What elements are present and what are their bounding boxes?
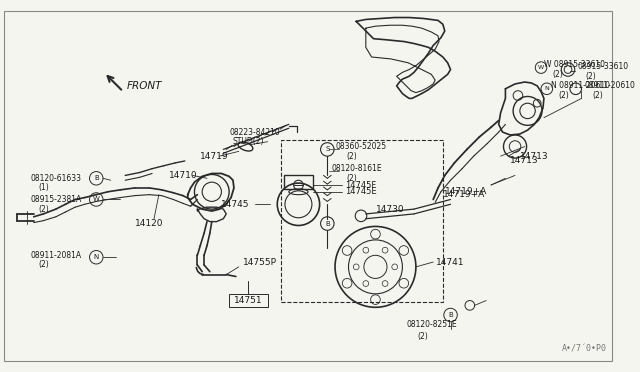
Text: (1): (1) bbox=[38, 183, 49, 192]
Text: 08911-20610: 08911-20610 bbox=[584, 81, 636, 90]
Text: 08915-33610: 08915-33610 bbox=[578, 62, 628, 71]
Text: 14730: 14730 bbox=[376, 205, 404, 214]
Text: N: N bbox=[93, 254, 99, 260]
Bar bbox=[229, 294, 268, 307]
Text: A•/7´0•P0: A•/7´0•P0 bbox=[561, 344, 607, 353]
Text: 14719: 14719 bbox=[200, 152, 229, 161]
Text: (2): (2) bbox=[592, 91, 603, 100]
Bar bbox=[284, 176, 313, 189]
Text: N 08911-20610: N 08911-20610 bbox=[550, 81, 610, 90]
Text: FRONT: FRONT bbox=[127, 81, 163, 91]
Text: W: W bbox=[93, 196, 100, 202]
Text: 08223-84210: 08223-84210 bbox=[229, 128, 280, 137]
Text: W 08915-33610: W 08915-33610 bbox=[544, 60, 605, 69]
Text: 08915-2381A: 08915-2381A bbox=[31, 195, 82, 204]
Text: B: B bbox=[325, 221, 330, 227]
Text: 14719+A: 14719+A bbox=[443, 190, 485, 199]
Text: (2): (2) bbox=[418, 332, 429, 341]
Text: 14710: 14710 bbox=[168, 171, 197, 180]
Text: B: B bbox=[94, 175, 99, 181]
Text: (2): (2) bbox=[586, 72, 596, 81]
Text: (2): (2) bbox=[38, 260, 49, 269]
Bar bbox=[281, 140, 443, 302]
Text: 08120-8251E: 08120-8251E bbox=[406, 320, 457, 329]
Text: 14713: 14713 bbox=[520, 152, 548, 161]
Text: 14713: 14713 bbox=[510, 157, 539, 166]
Text: 14719+A: 14719+A bbox=[445, 187, 487, 196]
Text: 14120: 14120 bbox=[135, 219, 163, 228]
Text: 14745E: 14745E bbox=[345, 187, 376, 196]
Text: B: B bbox=[448, 312, 453, 318]
Text: 14751: 14751 bbox=[234, 296, 262, 305]
Text: 14741: 14741 bbox=[436, 257, 465, 267]
Text: (2): (2) bbox=[347, 152, 357, 161]
Text: (2): (2) bbox=[38, 205, 49, 214]
Text: 14745F: 14745F bbox=[345, 180, 376, 190]
Text: W: W bbox=[538, 65, 544, 70]
Text: N: N bbox=[545, 86, 549, 91]
Text: 08911-2081A: 08911-2081A bbox=[31, 251, 82, 260]
Text: (2): (2) bbox=[552, 70, 563, 79]
Text: 08120-61633: 08120-61633 bbox=[31, 174, 82, 183]
Text: 14745: 14745 bbox=[221, 200, 250, 209]
Text: 14755P: 14755P bbox=[243, 257, 276, 267]
Text: 08120-8161E: 08120-8161E bbox=[331, 164, 382, 173]
Text: 08360-52025: 08360-52025 bbox=[335, 142, 386, 151]
Text: STUD(2): STUD(2) bbox=[233, 137, 264, 146]
Text: (2): (2) bbox=[558, 91, 569, 100]
Text: (2): (2) bbox=[347, 174, 357, 183]
Text: S: S bbox=[325, 147, 330, 153]
